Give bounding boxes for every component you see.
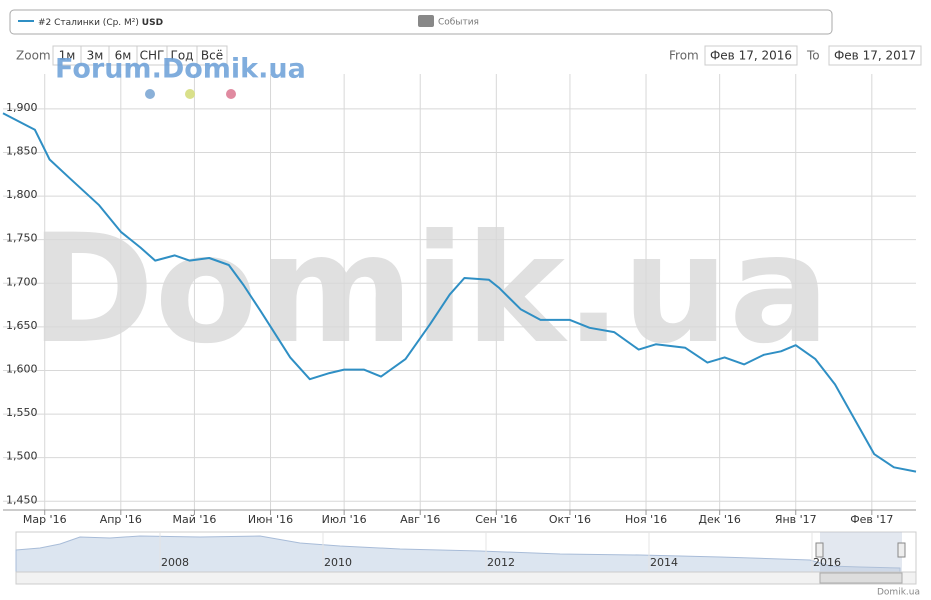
navigator-labels: 2008 2010 2012 2014 2016 bbox=[159, 532, 841, 572]
navigator-handle[interactable] bbox=[897, 542, 906, 558]
to-value[interactable]: Фев 17, 2017 bbox=[834, 49, 916, 63]
x-tick-label: Апр '16 bbox=[100, 513, 142, 526]
to-input[interactable] bbox=[828, 45, 922, 66]
legend-item[interactable]: События bbox=[438, 18, 479, 28]
watermark: Domik.ua bbox=[30, 203, 830, 377]
navigator-selection[interactable] bbox=[820, 532, 902, 572]
navigator-label: 2008 bbox=[161, 556, 189, 569]
legend-symbol bbox=[418, 15, 434, 27]
x-tick-label: Сен '16 bbox=[475, 513, 517, 526]
y-tick-label: 1,800 bbox=[6, 188, 38, 201]
navigator-label: 2016 bbox=[813, 556, 841, 569]
x-tick-label: Июл '16 bbox=[322, 513, 367, 526]
navigator-label: 2014 bbox=[650, 556, 678, 569]
x-tick-label: Май '16 bbox=[172, 513, 216, 526]
data-line bbox=[2, 112, 917, 473]
zoom-button-label[interactable]: Всё bbox=[201, 49, 223, 63]
zoom-button-label[interactable]: 3м bbox=[87, 49, 104, 63]
to-label: To bbox=[806, 49, 820, 63]
y-tick-label: 1,850 bbox=[6, 144, 38, 157]
x-tick-label: Ноя '16 bbox=[625, 513, 667, 526]
y-tick-label: 1,450 bbox=[6, 493, 38, 506]
from-value[interactable]: Фев 17, 2016 bbox=[710, 49, 792, 63]
zoom-label: Zoom bbox=[16, 49, 51, 63]
y-tick-label: 1,650 bbox=[6, 319, 38, 332]
scrollbar-thumb[interactable] bbox=[819, 572, 903, 584]
zoom-button-label[interactable]: СНГ bbox=[140, 49, 165, 63]
logo-dot bbox=[185, 89, 195, 99]
from-input[interactable] bbox=[704, 45, 798, 66]
legend-series[interactable]: #2 Сталинки (Ср. М²) bbox=[38, 18, 139, 28]
zoom-buttons: 1м 3м 6м СНГ Год Всё bbox=[52, 45, 228, 66]
x-tick-label: Окт '16 bbox=[549, 513, 591, 526]
x-tick-label: Янв '17 bbox=[775, 513, 817, 526]
navigator-handle[interactable] bbox=[815, 542, 824, 558]
x-tick-label: Мар '16 bbox=[23, 513, 67, 526]
scrollbar[interactable] bbox=[15, 571, 917, 585]
y-tick-label: 1,600 bbox=[6, 362, 38, 375]
x-tick-label: Дек '16 bbox=[698, 513, 741, 526]
navigator-series bbox=[15, 535, 901, 573]
zoom-button-label[interactable]: Год bbox=[171, 49, 194, 63]
y-tick-label: 1,500 bbox=[6, 450, 38, 463]
legend-item[interactable]: #2 Сталинки (Ср. М²) USD bbox=[38, 18, 163, 28]
y-tick-label: 1,700 bbox=[6, 275, 38, 288]
from-label: From bbox=[669, 49, 699, 63]
credits[interactable]: Domik.ua bbox=[877, 588, 920, 598]
x-tick-label: Июн '16 bbox=[248, 513, 293, 526]
zoom-button-label[interactable]: 1м bbox=[59, 49, 76, 63]
zoom-button-label[interactable]: 6м bbox=[115, 49, 132, 63]
logo-dot bbox=[226, 89, 236, 99]
plot-area: 1,450 1,500 1,550 1,600 1,650 1,700 1,750 1,800… bbox=[2, 74, 917, 526]
forum-logo: Forum.Domik.ua bbox=[55, 54, 306, 85]
navigator-label: 2012 bbox=[487, 556, 515, 569]
zoom-button[interactable] bbox=[196, 45, 228, 66]
x-tick-label: Фев '17 bbox=[850, 513, 893, 526]
x-tick-label: Авг '16 bbox=[400, 513, 440, 526]
navigator-label: 2010 bbox=[324, 556, 352, 569]
legend-unit: USD bbox=[142, 18, 163, 28]
y-tick-label: 1,550 bbox=[6, 406, 38, 419]
y-tick-label: 1,750 bbox=[6, 232, 38, 245]
y-tick-label: 1,900 bbox=[6, 101, 38, 114]
logo-dot bbox=[145, 89, 155, 99]
